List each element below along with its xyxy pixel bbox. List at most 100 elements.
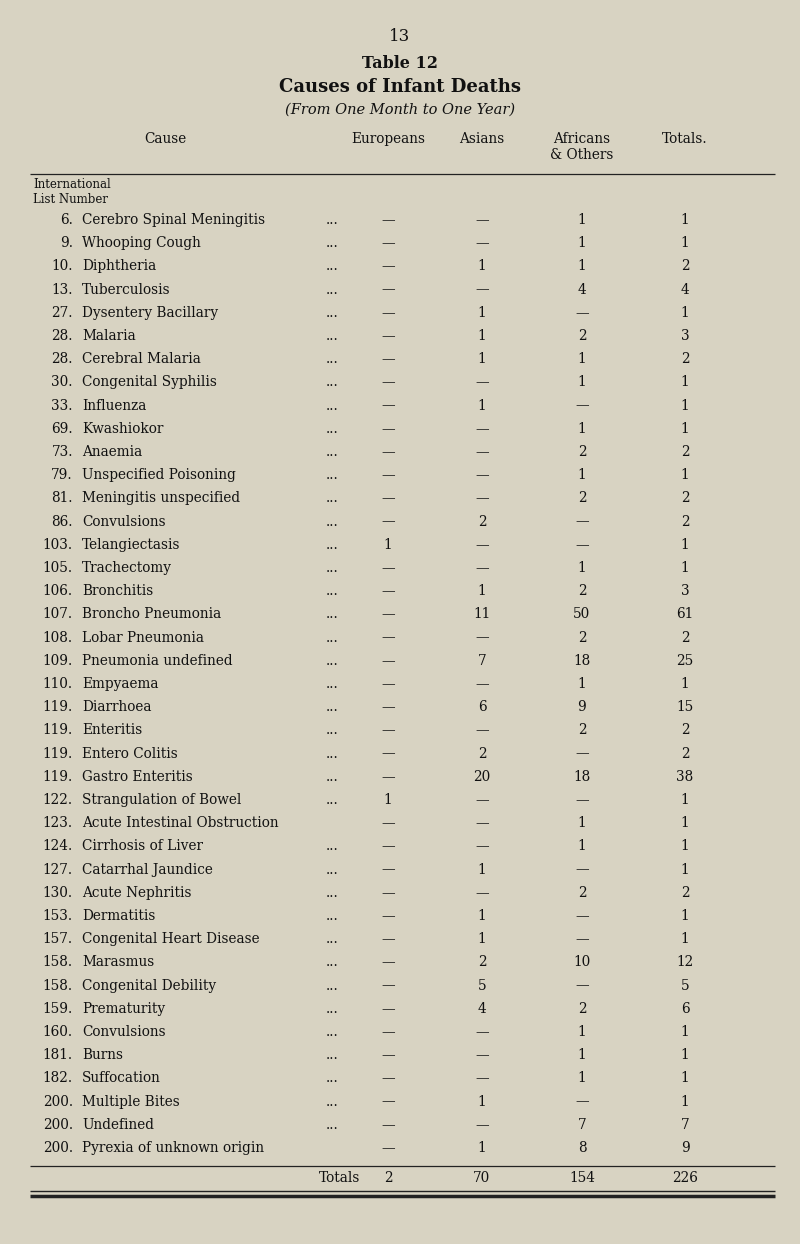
Text: 73.: 73. [51, 445, 73, 459]
Text: ...: ... [326, 561, 338, 575]
Text: —: — [381, 213, 395, 226]
Text: —: — [381, 862, 395, 877]
Text: 1: 1 [478, 260, 486, 274]
Text: Table 12: Table 12 [362, 55, 438, 72]
Text: 1: 1 [578, 677, 586, 690]
Text: 158.: 158. [43, 955, 73, 969]
Text: 2: 2 [578, 585, 586, 598]
Text: Convulsions: Convulsions [82, 1025, 166, 1039]
Text: —: — [381, 932, 395, 947]
Text: 11: 11 [474, 607, 490, 622]
Text: 1: 1 [681, 422, 690, 435]
Text: 1: 1 [478, 862, 486, 877]
Text: —: — [575, 746, 589, 760]
Text: ...: ... [326, 352, 338, 366]
Text: 119.: 119. [42, 746, 73, 760]
Text: 1: 1 [578, 468, 586, 483]
Text: —: — [575, 932, 589, 947]
Text: 1: 1 [578, 422, 586, 435]
Text: ...: ... [326, 886, 338, 899]
Text: 1: 1 [681, 1071, 690, 1086]
Text: —: — [475, 792, 489, 807]
Text: —: — [381, 840, 395, 853]
Text: ...: ... [326, 306, 338, 320]
Text: 2: 2 [578, 631, 586, 644]
Text: —: — [381, 1095, 395, 1108]
Text: 200.: 200. [43, 1141, 73, 1154]
Text: 1: 1 [681, 909, 690, 923]
Text: 20: 20 [474, 770, 490, 784]
Text: —: — [381, 376, 395, 389]
Text: —: — [575, 515, 589, 529]
Text: Strangulation of Bowel: Strangulation of Bowel [82, 792, 242, 807]
Text: 1: 1 [478, 398, 486, 413]
Text: 18: 18 [574, 770, 590, 784]
Text: ...: ... [326, 792, 338, 807]
Text: 7: 7 [578, 1118, 586, 1132]
Text: —: — [381, 260, 395, 274]
Text: ...: ... [326, 537, 338, 552]
Text: ...: ... [326, 1071, 338, 1086]
Text: 2: 2 [478, 746, 486, 760]
Text: Burns: Burns [82, 1049, 123, 1062]
Text: —: — [381, 816, 395, 830]
Text: Multiple Bites: Multiple Bites [82, 1095, 180, 1108]
Text: —: — [475, 445, 489, 459]
Text: 1: 1 [578, 376, 586, 389]
Text: —: — [475, 631, 489, 644]
Text: Bronchitis: Bronchitis [82, 585, 154, 598]
Text: International: International [33, 178, 110, 192]
Text: 2: 2 [478, 955, 486, 969]
Text: 2: 2 [578, 724, 586, 738]
Text: 7: 7 [478, 654, 486, 668]
Text: 2: 2 [578, 1001, 586, 1016]
Text: ...: ... [326, 1118, 338, 1132]
Text: 30.: 30. [51, 376, 73, 389]
Text: 1: 1 [578, 352, 586, 366]
Text: Africans: Africans [554, 132, 610, 146]
Text: Catarrhal Jaundice: Catarrhal Jaundice [82, 862, 213, 877]
Text: 1: 1 [478, 1095, 486, 1108]
Text: ...: ... [326, 932, 338, 947]
Text: 1: 1 [681, 1025, 690, 1039]
Text: ...: ... [326, 840, 338, 853]
Text: 12: 12 [676, 955, 694, 969]
Text: Marasmus: Marasmus [82, 955, 154, 969]
Text: —: — [575, 1095, 589, 1108]
Text: —: — [381, 282, 395, 296]
Text: —: — [475, 537, 489, 552]
Text: 2: 2 [681, 515, 690, 529]
Text: Undefined: Undefined [82, 1118, 154, 1132]
Text: Congenital Syphilis: Congenital Syphilis [82, 376, 217, 389]
Text: 1: 1 [578, 213, 586, 226]
Text: —: — [381, 979, 395, 993]
Text: ...: ... [326, 607, 338, 622]
Text: —: — [381, 468, 395, 483]
Text: 119.: 119. [42, 700, 73, 714]
Text: —: — [381, 398, 395, 413]
Text: 1: 1 [578, 840, 586, 853]
Text: 18: 18 [574, 654, 590, 668]
Text: 159.: 159. [42, 1001, 73, 1016]
Text: 1: 1 [681, 1049, 690, 1062]
Text: 1: 1 [384, 792, 392, 807]
Text: —: — [381, 491, 395, 505]
Text: —: — [381, 352, 395, 366]
Text: 33.: 33. [51, 398, 73, 413]
Text: ...: ... [326, 724, 338, 738]
Text: ...: ... [326, 260, 338, 274]
Text: 5: 5 [478, 979, 486, 993]
Text: Kwashiokor: Kwashiokor [82, 422, 163, 435]
Text: 1: 1 [681, 816, 690, 830]
Text: 1: 1 [478, 909, 486, 923]
Text: 2: 2 [578, 886, 586, 899]
Text: 1: 1 [478, 1141, 486, 1154]
Text: —: — [575, 306, 589, 320]
Text: Dysentery Bacillary: Dysentery Bacillary [82, 306, 218, 320]
Text: Pneumonia undefined: Pneumonia undefined [82, 654, 233, 668]
Text: Prematurity: Prematurity [82, 1001, 165, 1016]
Text: —: — [381, 328, 395, 343]
Text: 119.: 119. [42, 770, 73, 784]
Text: —: — [381, 1001, 395, 1016]
Text: Causes of Infant Deaths: Causes of Infant Deaths [279, 78, 521, 96]
